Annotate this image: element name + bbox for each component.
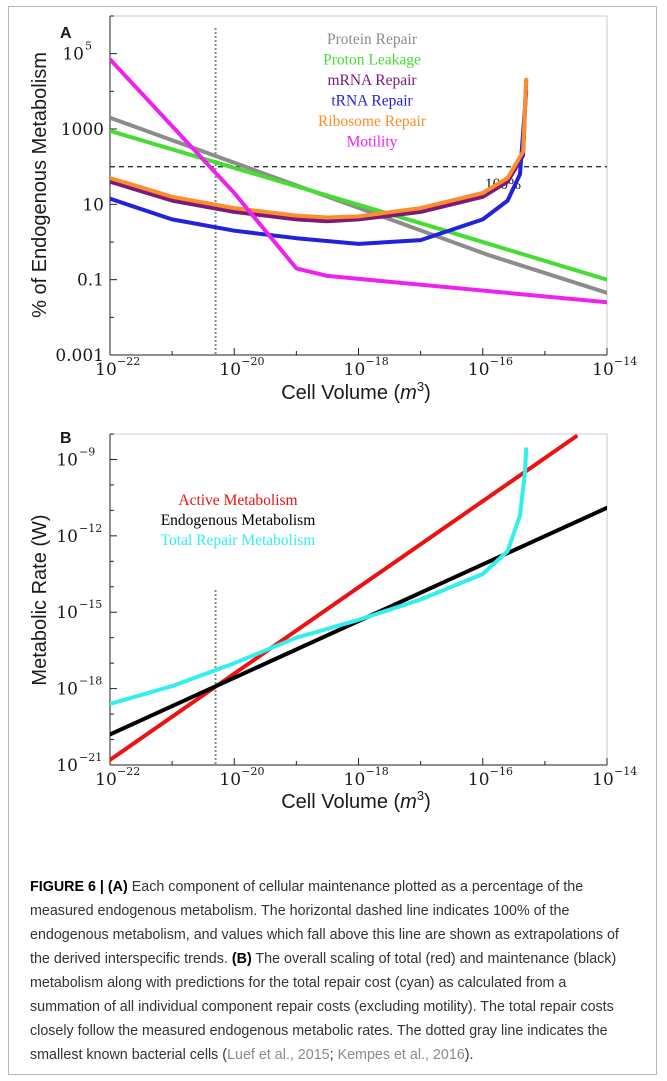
legend-endogenous-metabolism: Endogenous Metabolism [161,512,316,529]
x-tick-label-a: 10 [95,360,117,380]
legend-active-metabolism: Active Metabolism [178,492,297,509]
legend-ribosome-repair: Ribosome Repair [318,113,427,130]
series-line-ribosome-repair [110,78,529,220]
series-line-proton-leakage [110,128,607,282]
citation-kempes[interactable]: Kempes et al., 2016 [337,1047,465,1063]
x-axis-label-b: Cell Volume (m3) [281,788,431,813]
x-tick-exponent-a: −14 [614,355,637,368]
y-tick-exponent-b: −9 [79,445,95,458]
x-tick-exponent-a: −16 [490,355,513,368]
y-tick-label-b: 10 [56,450,78,470]
panel-label-a: A [60,25,72,42]
y-tick-label-b: 10 [56,603,78,623]
citation-luef[interactable]: Luef et al., 2015 [227,1047,330,1063]
series-line-active-metabolism [110,434,578,762]
chart-a: A10 −22 10 −20 10 −18 10 −16 10 −140.0010.1101000… [29,15,637,404]
figure-frame [8,6,657,1075]
x-axis-label-a: Cell Volume (m3) [281,379,431,404]
figure-charts: A10 −22 10 −20 10 −18 10 −16 10 −140.0010.1101000… [29,15,637,813]
panel-label-b: B [60,430,72,447]
y-tick-label-b: 10 [56,527,78,547]
y-tick-label-a: 10 [62,45,84,65]
y-tick-exponent-b: −21 [79,751,102,764]
x-tick-exponent-a: −22 [117,355,140,368]
caption-tail: ). [464,1047,474,1063]
x-tick-exponent-b: −22 [117,765,140,778]
legend-protein-repair: Protein Repair [327,31,418,48]
series-line-protein-repair [110,115,607,295]
y-tick-label-b: 10 [56,680,78,700]
y-tick-label-a: 0.1 [77,271,104,291]
x-tick-label-b: 10 [219,770,241,790]
caption-b-marker: (B) [231,951,252,967]
series-line-motility [110,57,607,305]
x-tick-exponent-a: −18 [366,355,389,368]
x-tick-label-b: 10 [468,770,490,790]
x-tick-label-a: 10 [592,360,614,380]
series-line-trna-repair [110,89,529,246]
caption-sep: ; [329,1047,338,1063]
caption-a-marker: (A) [107,879,128,895]
x-tick-exponent-b: −20 [241,765,264,778]
x-tick-label-a: 10 [468,360,490,380]
figure-caption: FIGURE 6 | (A) Each component of cellula… [30,875,640,1067]
y-tick-label-b: 10 [56,756,78,776]
caption-label: FIGURE 6 | [30,879,104,895]
y-tick-exponent-b: −18 [79,675,102,688]
x-tick-exponent-b: −18 [366,765,389,778]
y-tick-exponent-a: 5 [85,40,92,53]
y-axis-label-b: Metabolic Rate (W) [29,514,51,685]
x-tick-label-b: 10 [592,770,614,790]
y-axis-label-a: % of Endogenous Metabolism [29,52,51,318]
legend-motility: Motility [347,134,398,151]
x-tick-label-b: 10 [95,770,117,790]
x-tick-label-b: 10 [344,770,366,790]
x-tick-label-a: 10 [219,360,241,380]
y-tick-exponent-b: −12 [79,522,102,535]
legend-proton-leakage: Proton Leakage [323,52,421,69]
x-tick-exponent-b: −16 [490,765,513,778]
x-tick-label-a: 10 [344,360,366,380]
caption-b-text: The overall scaling of total (red) and m… [30,951,617,1063]
x-tick-exponent-a: −20 [241,355,264,368]
series-line-total-repair-metabolism [110,447,529,706]
legend-mrna-repair: mRNA Repair [327,72,417,89]
legend-trna-repair: tRNA Repair [331,93,413,110]
x-tick-exponent-b: −14 [614,765,637,778]
y-tick-exponent-b: −15 [79,598,102,611]
y-tick-label-a: 1000 [61,120,104,140]
caption-a-text: Each component of cellular maintenance p… [30,879,619,967]
y-tick-label-a: 10 [82,195,104,215]
legend-total-repair-metabolism: Total Repair Metabolism [161,532,316,549]
y-tick-label-a: 0.001 [55,346,104,366]
